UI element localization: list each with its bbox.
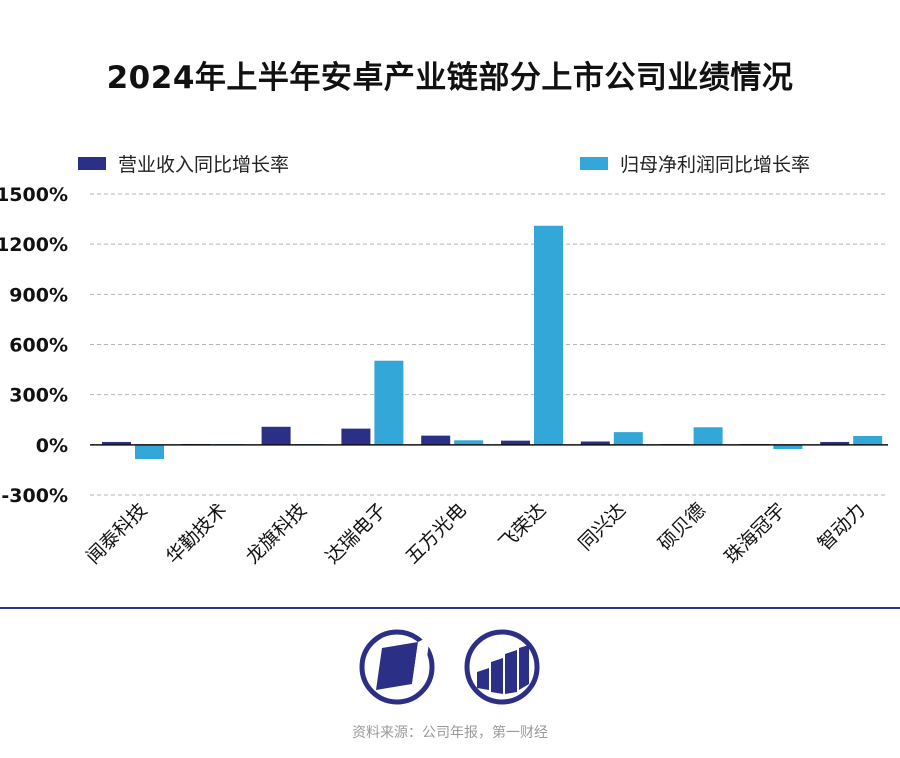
- y-tick-label: 600%: [9, 335, 68, 357]
- columns-logo-icon: [464, 629, 540, 705]
- footer-divider: [0, 607, 900, 609]
- bar-net-profit: [454, 440, 484, 445]
- x-tick-label: 同兴达: [574, 499, 630, 555]
- bar-chart: 1500% 1200% 900% 600% 300% 0% -300% 闻泰科技 华勤技术 龙旗科…: [0, 184, 888, 568]
- x-tick-label: 华勤技术: [162, 499, 231, 568]
- legend-label-net-profit: 归母净利润同比增长率: [620, 153, 811, 176]
- x-tick-label: 达瑞电子: [322, 499, 391, 568]
- bar-revenue: [341, 428, 371, 445]
- legend-item-net-profit: 归母净利润同比增长率: [580, 151, 811, 176]
- x-tick-label: 闻泰科技: [82, 499, 151, 568]
- bar-net-profit: [853, 435, 883, 445]
- legend-swatch-revenue: [78, 156, 106, 170]
- chart-title: 2024年上半年安卓产业链部分上市公司业绩情况: [106, 60, 794, 96]
- bar-revenue: [501, 440, 530, 445]
- y-tick-label: 900%: [9, 284, 68, 306]
- x-tick-label: 五方光电: [401, 499, 470, 568]
- bar-revenue: [102, 441, 131, 445]
- bar-revenue: [261, 426, 291, 445]
- x-tick-label: 硕贝德: [654, 499, 710, 555]
- bar-net-profit: [693, 427, 723, 445]
- legend-item-revenue: 营业收入同比增长率: [78, 151, 290, 176]
- bar-net-profit: [534, 225, 563, 445]
- bar-revenue: [820, 441, 850, 445]
- bar-net-profit: [135, 444, 164, 460]
- y-tick-label: 300%: [9, 385, 68, 407]
- diagonal-logo-icon: [359, 629, 435, 705]
- y-tick-label: 0%: [36, 435, 68, 457]
- y-tick-label: 1500%: [0, 184, 68, 206]
- y-tick-label: -300%: [1, 485, 68, 507]
- source-note: 资料来源：公司年报，第一财经: [352, 725, 548, 741]
- legend-label-revenue: 营业收入同比增长率: [118, 153, 290, 176]
- y-tick-label: 1200%: [0, 234, 68, 256]
- bar-net-profit: [613, 432, 643, 445]
- bar-net-profit: [374, 360, 404, 445]
- bar-net-profit: [773, 444, 803, 450]
- x-tick-label: 龙旗科技: [242, 499, 311, 568]
- x-tick-label: 飞荣达: [495, 499, 551, 555]
- x-tick-label: 智动力: [814, 499, 870, 555]
- legend-swatch-net-profit: [580, 156, 608, 170]
- x-tick-label: 珠海冠宇: [721, 499, 790, 568]
- bar-revenue: [580, 441, 610, 445]
- bar-revenue: [421, 435, 451, 445]
